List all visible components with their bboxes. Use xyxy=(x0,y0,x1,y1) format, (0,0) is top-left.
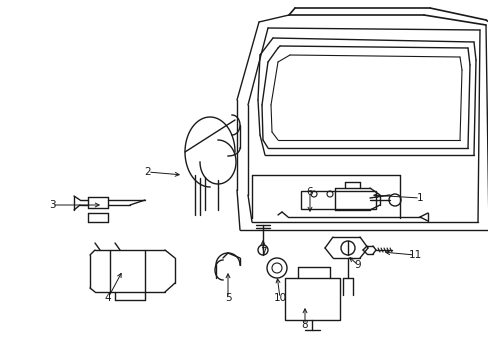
Text: 11: 11 xyxy=(407,250,421,260)
Bar xyxy=(301,191,375,209)
Bar xyxy=(285,278,339,320)
Text: 3: 3 xyxy=(49,200,55,210)
Text: 1: 1 xyxy=(416,193,423,203)
Text: 7: 7 xyxy=(259,247,266,257)
Text: 8: 8 xyxy=(301,320,307,330)
Text: 4: 4 xyxy=(104,293,111,303)
Text: 10: 10 xyxy=(273,293,286,303)
Text: 2: 2 xyxy=(144,167,151,177)
Text: 9: 9 xyxy=(354,260,361,270)
Text: 6: 6 xyxy=(306,187,313,197)
Text: 5: 5 xyxy=(224,293,231,303)
